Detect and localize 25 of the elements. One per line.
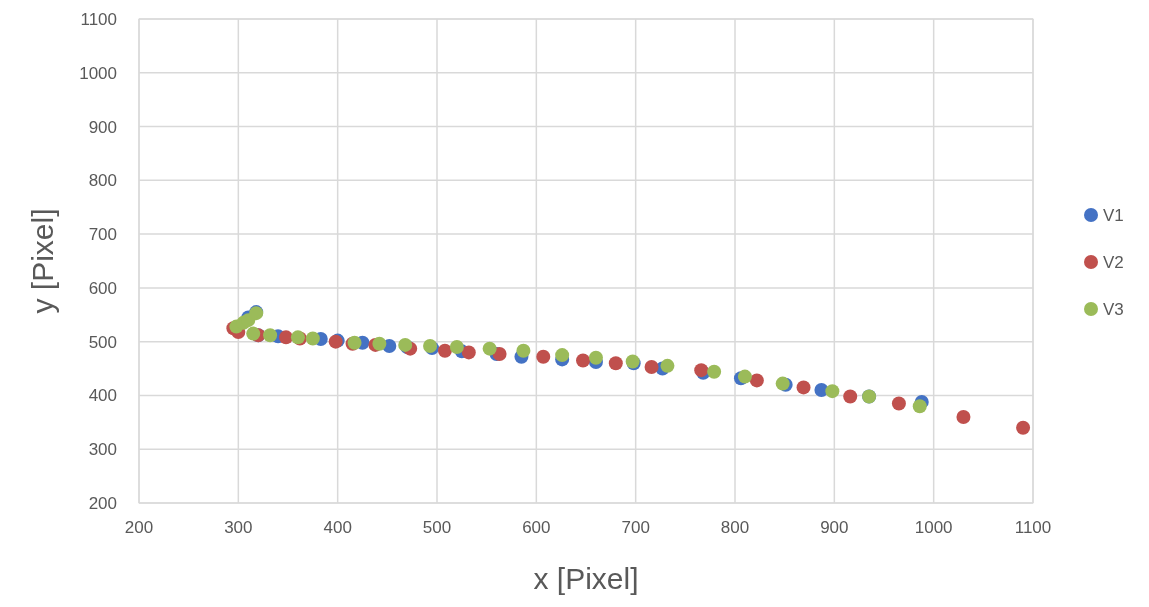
x-tick-label: 1100 <box>1014 518 1052 537</box>
x-tick-label: 700 <box>621 518 650 537</box>
x-axis-title: x [Pixel] <box>533 562 639 595</box>
x-tick-label: 900 <box>820 518 849 537</box>
legend-label: V1 <box>1103 206 1124 225</box>
y-tick-label: 700 <box>88 225 117 245</box>
y-tick-label: 900 <box>88 117 117 137</box>
y-tick-label: 400 <box>88 386 117 406</box>
y-axis-title: y [Pixel] <box>26 208 59 314</box>
x-tick-label: 300 <box>224 518 253 537</box>
y-tick-label: 1100 <box>80 10 117 29</box>
y-tick-label: 600 <box>88 278 117 298</box>
y-tick-label: 200 <box>88 494 117 513</box>
x-tick-label: 400 <box>323 518 352 537</box>
x-tick-label: 1000 <box>914 518 953 537</box>
y-tick-label: 1000 <box>79 63 117 83</box>
y-tick-label: 300 <box>88 440 117 460</box>
x-tick-label: 200 <box>124 518 154 537</box>
x-tick-label: 500 <box>422 518 452 537</box>
x-tick-label: 800 <box>720 518 750 537</box>
x-tick-label: 600 <box>522 518 551 537</box>
y-tick-label: 500 <box>88 332 117 352</box>
legend-label: V2 <box>1103 253 1124 272</box>
legend-label: V3 <box>1103 300 1124 319</box>
y-tick-label: 800 <box>88 171 117 191</box>
